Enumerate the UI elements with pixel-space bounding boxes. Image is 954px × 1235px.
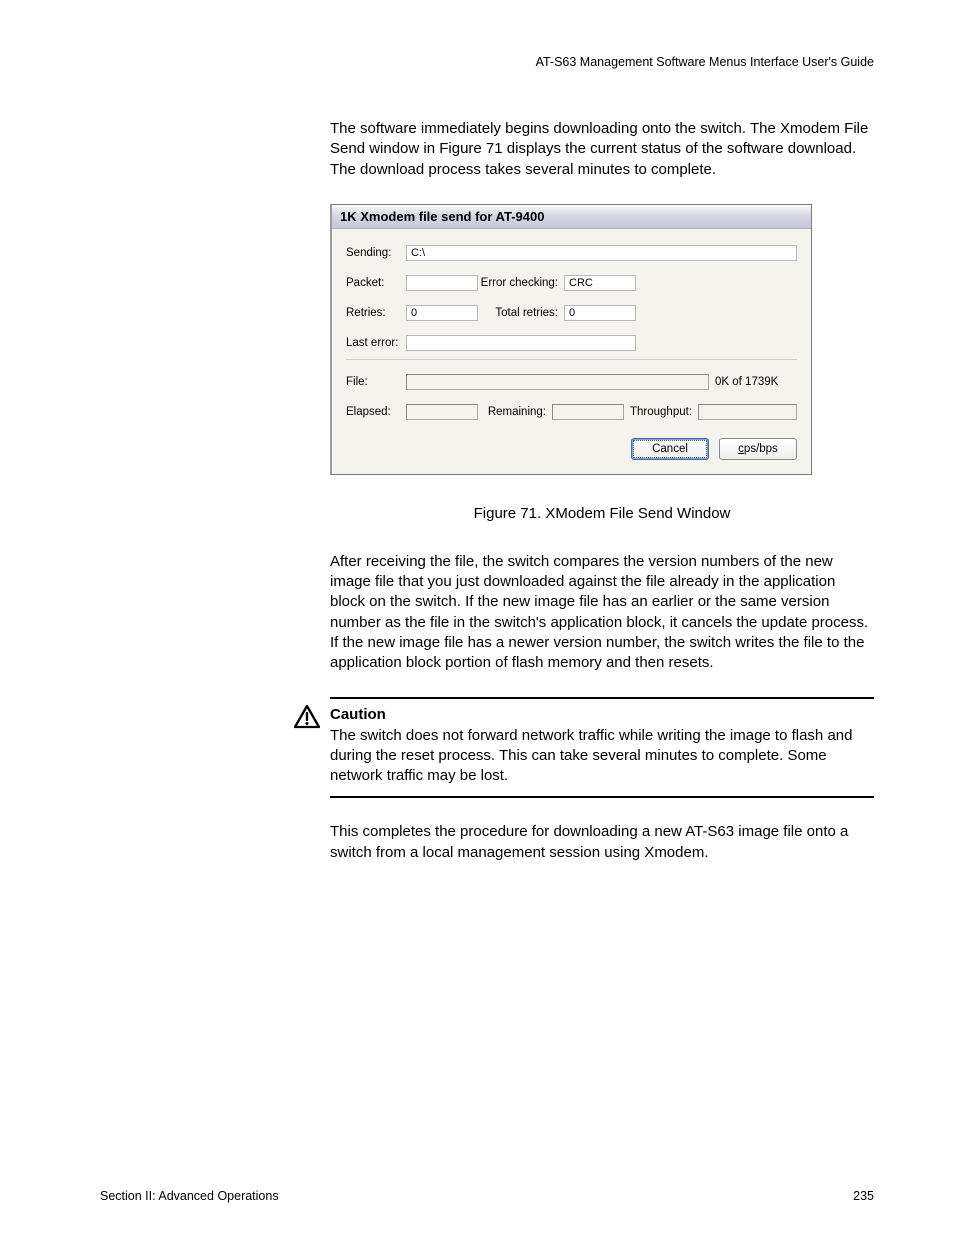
page-header: AT-S63 Management Software Menus Interfa… [100,55,874,69]
intro-paragraph: The software immediately begins download… [330,119,874,180]
label-file-progress: 0K of 1739K [709,376,797,388]
field-sending: C:\ [406,245,797,261]
warning-icon [294,705,320,734]
label-error-checking: Error checking: [478,277,564,289]
footer-page-number: 235 [853,1189,874,1203]
caution-rule-bottom [330,796,874,798]
cps-bps-button[interactable]: cps/bps [719,438,797,460]
label-remaining: Remaining: [478,406,552,418]
page-footer: Section II: Advanced Operations 235 [100,1189,874,1203]
caution-rule-top [330,697,874,699]
label-retries: Retries: [346,307,406,319]
field-elapsed [406,404,478,420]
closing-paragraph: This completes the procedure for downloa… [330,822,874,863]
label-last-error: Last error: [346,337,406,349]
after-paragraph: After receiving the file, the switch com… [330,552,874,674]
field-retries: 0 [406,305,478,321]
figure-caption: Figure 71. XModem File Send Window [330,505,874,522]
caution-block: Caution The switch does not forward netw… [330,697,874,798]
caution-body: The switch does not forward network traf… [330,726,874,787]
caution-heading: Caution [330,705,874,725]
xmodem-dialog: 1K Xmodem file send for AT-9400 Sending:… [330,204,812,475]
label-sending: Sending: [346,247,406,259]
field-error-checking: CRC [564,275,636,291]
dialog-title-bar: 1K Xmodem file send for AT-9400 [332,205,811,229]
field-total-retries: 0 [564,305,636,321]
footer-section: Section II: Advanced Operations [100,1189,279,1203]
label-total-retries: Total retries: [478,307,564,319]
label-file: File: [346,376,406,388]
label-throughput: Throughput: [624,406,698,418]
cancel-button[interactable]: Cancel [631,438,709,460]
field-packet [406,275,478,291]
field-last-error [406,335,636,351]
label-packet: Packet: [346,277,406,289]
cps-bps-rest: ps/bps [744,443,778,455]
file-progress-bar [406,374,709,390]
label-elapsed: Elapsed: [346,406,406,418]
field-remaining [552,404,624,420]
field-throughput [698,404,797,420]
dialog-divider [346,359,797,360]
